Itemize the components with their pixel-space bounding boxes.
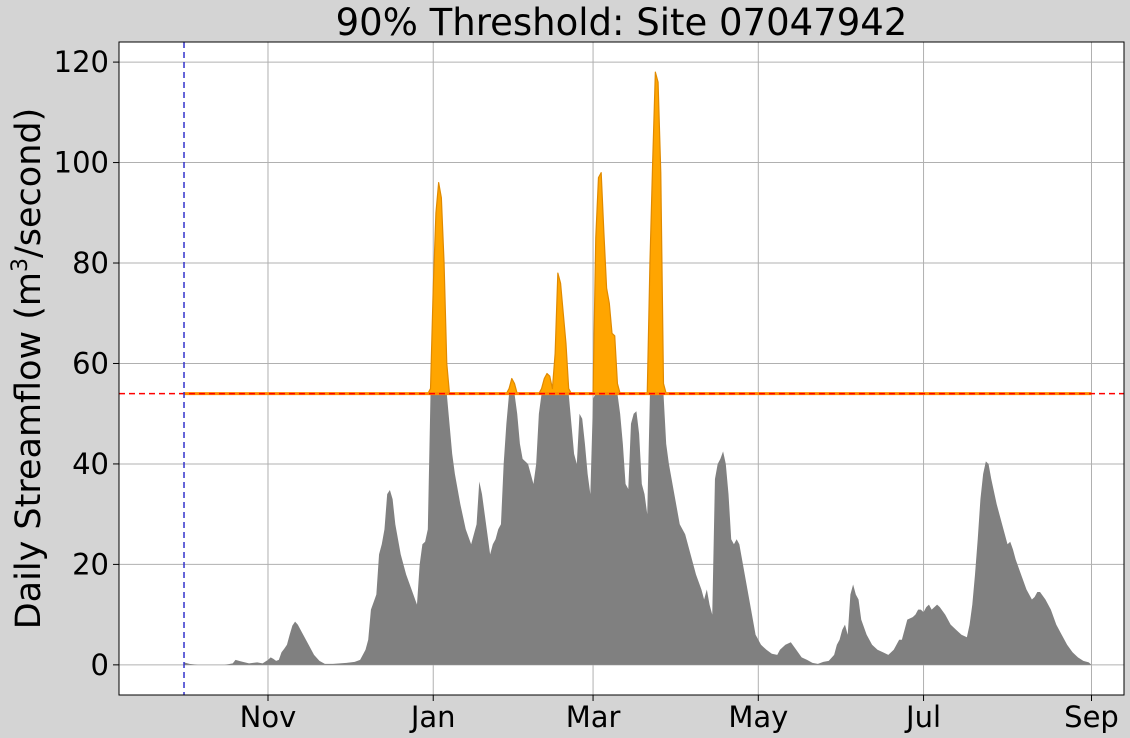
x-tick-label: Jan <box>409 700 456 734</box>
reference-lines <box>119 42 1124 695</box>
x-tick-label: Jul <box>904 700 941 734</box>
x-tick-label: Sep <box>1064 700 1119 734</box>
x-tick-label: Nov <box>240 700 297 734</box>
y-tick-label: 20 <box>72 547 109 581</box>
y-tick-label: 60 <box>72 346 109 380</box>
x-tick-label: May <box>728 700 788 734</box>
streamflow-area <box>184 393 1092 665</box>
x-tick-label: Mar <box>566 700 621 734</box>
y-axis-label: Daily Streamflow (m3/second) <box>8 108 49 630</box>
chart-title: 90% Threshold: Site 07047942 <box>336 1 908 44</box>
y-axis-label-tail: /second) <box>9 108 49 258</box>
y-axis-label-main: Daily Streamflow (m <box>9 272 49 629</box>
y-tick-label: 120 <box>54 45 109 79</box>
y-tick-label: 40 <box>72 447 109 481</box>
tick-layer: 0 20 40 60 80 100 120 Nov Jan Mar May Jul Sep <box>54 45 1119 734</box>
plot-frame <box>118 41 1125 696</box>
y-axis-label-superscript: 3 <box>8 258 33 272</box>
y-tick-label: 100 <box>54 146 109 180</box>
y-tick-label: 80 <box>72 246 109 280</box>
y-tick-label: 0 <box>91 648 109 682</box>
